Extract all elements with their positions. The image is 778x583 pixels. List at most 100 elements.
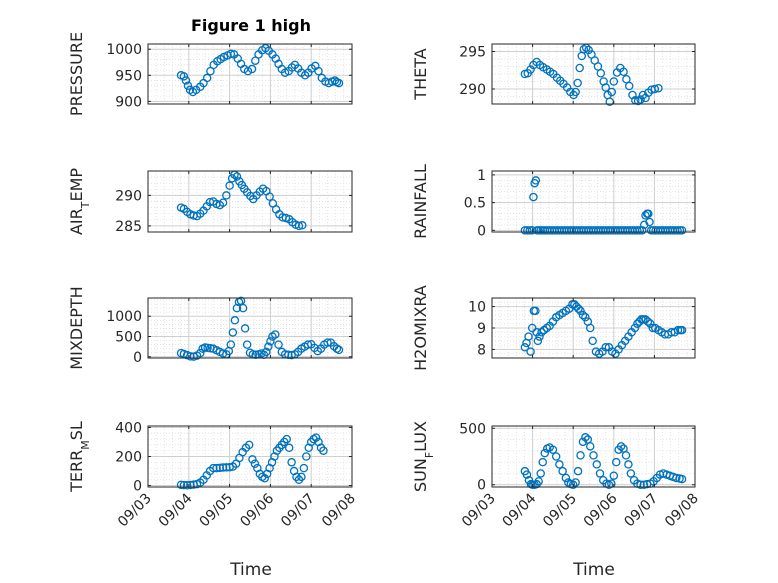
data-point [611, 457, 621, 467]
data-point [636, 480, 645, 489]
data-point [578, 310, 588, 320]
data-point [586, 323, 595, 333]
data-point [643, 317, 653, 326]
data-point [532, 328, 541, 337]
data-point [677, 226, 687, 235]
y-tick-label: 295 [459, 45, 486, 61]
data-point [677, 474, 687, 484]
data-point [238, 303, 248, 313]
figure-title: Figure 1 high [191, 16, 311, 35]
data-point [271, 330, 280, 339]
series-pressure [176, 43, 344, 97]
data-point [334, 78, 344, 88]
data-point [202, 73, 212, 83]
data-point [555, 460, 564, 469]
data-point [195, 348, 205, 358]
data-point [526, 65, 535, 74]
data-point [633, 226, 642, 235]
data-point [533, 336, 543, 346]
subplot-rainfall: 0 0.5 1 RAINFALL [411, 164, 696, 239]
data-point [581, 313, 590, 322]
data-point [299, 463, 309, 473]
data-point [226, 49, 236, 59]
series-h2omixra [520, 300, 687, 358]
data-point [673, 226, 682, 235]
data-point [672, 473, 681, 483]
x-tick-label: 09/03 [459, 491, 499, 531]
data-point [274, 340, 283, 349]
data-point [551, 452, 561, 461]
y-tick-label: 285 [115, 219, 142, 235]
data-point [646, 319, 655, 328]
y-tick-label: 900 [115, 94, 142, 110]
series-theta [520, 43, 663, 107]
y-tick-label: 200 [115, 450, 142, 466]
data-point [282, 434, 291, 444]
data-point [616, 442, 626, 451]
data-point [645, 217, 654, 227]
data-point [294, 221, 304, 231]
data-point [641, 315, 650, 324]
data-point [637, 226, 647, 235]
x-tick-label: 09/06 [581, 490, 621, 530]
y-tick-label: 500 [115, 330, 142, 346]
data-point [536, 469, 545, 478]
x-tick-label: 09/06 [237, 490, 277, 530]
data-point [568, 480, 578, 489]
data-point [225, 181, 234, 190]
x-tick-label: 09/05 [197, 491, 237, 531]
series-rainfall [520, 176, 687, 235]
data-point [644, 209, 653, 218]
data-point [181, 76, 191, 85]
y-tick-label: 0 [133, 479, 142, 495]
data-point [265, 192, 274, 201]
x-axis-label-right: Time [572, 560, 615, 580]
series-air-temp [176, 170, 307, 231]
data-point [621, 451, 631, 460]
data-point [179, 72, 189, 81]
data-point [648, 323, 658, 333]
data-point [595, 469, 605, 478]
subplot-theta: 290 295 THETA [411, 43, 696, 107]
series-mixdepth [176, 296, 344, 361]
y-tick-label: 950 [115, 68, 142, 84]
data-point [581, 433, 590, 442]
data-point [589, 451, 598, 460]
x-tick-label: 09/08 [319, 491, 359, 531]
data-point [228, 328, 238, 337]
y-tick-label: 10 [468, 300, 486, 316]
axes-box-pressure [147, 43, 353, 105]
subplot-h2omixra: 8 9 10 H2OMIXRA [411, 285, 696, 371]
data-point [240, 324, 250, 333]
data-point [584, 45, 593, 55]
data-point [264, 342, 273, 351]
data-point [319, 446, 328, 455]
data-point [203, 343, 212, 353]
data-point [573, 466, 583, 476]
data-point [311, 433, 321, 442]
data-point [537, 328, 546, 337]
data-point [179, 480, 189, 490]
data-point [619, 67, 628, 77]
data-point [183, 81, 193, 90]
y-tick-label: 1000 [106, 309, 142, 325]
y-tick-label: 9 [477, 321, 486, 337]
x-tick-label: 09/03 [115, 491, 155, 531]
data-point [218, 463, 228, 472]
data-point [531, 306, 540, 316]
data-point [323, 338, 332, 347]
data-point [226, 340, 236, 349]
data-point [535, 332, 544, 341]
y-axis-label-terr-msl: TERRMSL [67, 421, 92, 493]
data-point [548, 445, 558, 454]
data-point [576, 306, 585, 316]
data-point [624, 81, 634, 91]
data-point [601, 343, 610, 352]
y-axis-label-h2omixra: H2OMIXRA [411, 285, 430, 371]
data-point [609, 77, 619, 86]
data-point [520, 343, 530, 352]
data-point [262, 347, 271, 357]
x-tick-label: 09/05 [540, 491, 580, 531]
subplot-mixdepth: 0 500 1000 MIXDEPTH [67, 286, 353, 370]
y-axis-label-rainfall: RAINFALL [411, 164, 430, 239]
